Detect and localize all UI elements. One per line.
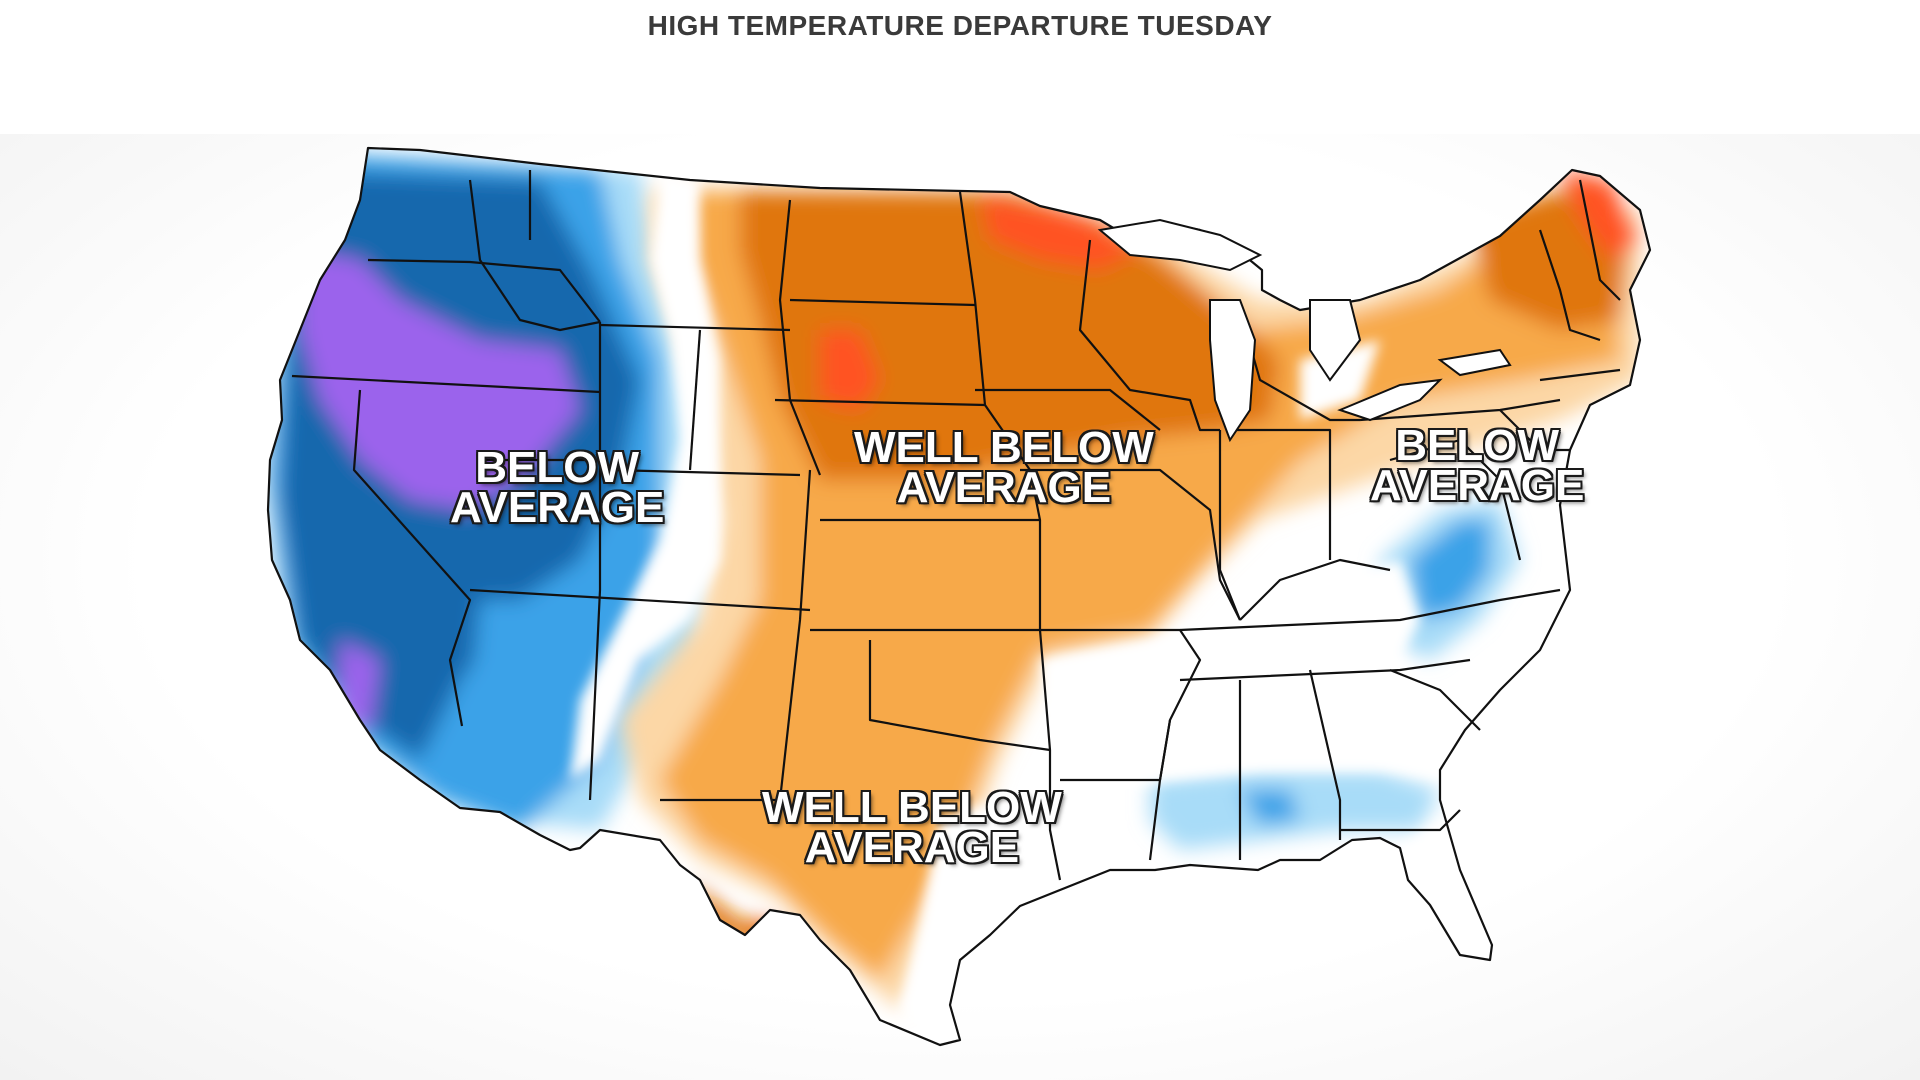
border-ga-sc (1389, 668, 1481, 731)
w-extreme-shade-2 (1560, 170, 1640, 260)
header: HIGH TEMPERATURE DEPARTURE TUESDAY (0, 0, 1920, 134)
label-east-line2: AVERAGE (1370, 461, 1585, 510)
border-co-nm-tx (660, 469, 812, 802)
c-extreme-shade-0 (300, 250, 580, 510)
label-plains-line1: WELL BELOW (854, 423, 1154, 472)
lake-huron (1309, 299, 1362, 382)
border-mt-dakotas-ne (778, 199, 822, 476)
border-wa-or (367, 258, 601, 323)
border-ms-la (1148, 719, 1172, 861)
c-medium-shade-2 (1410, 520, 1490, 620)
border-or-ca-nv (291, 374, 601, 394)
border-dakotas-mn-ia-mo-ar (958, 191, 1062, 881)
label-plains: WELL BELOW AVERAGE (854, 423, 1154, 512)
w-extreme-shade-0 (820, 330, 880, 410)
border-al-ga (1308, 669, 1342, 840)
border-wv-va (1389, 438, 1522, 561)
label-texas: WELL BELOW AVERAGE (762, 783, 1062, 872)
c-medium-shade-1 (470, 600, 560, 720)
border-tn-south (1179, 658, 1471, 682)
lake-superior (1097, 218, 1263, 272)
border-ct-ma (1539, 368, 1621, 382)
border-nv-ut-az (588, 322, 602, 801)
border-mn-wi (1078, 239, 1220, 432)
border-in-oh (1230, 428, 1332, 560)
state-borders (266, 146, 1652, 1047)
border-nd-sd (789, 298, 976, 307)
border-ok-tx (868, 640, 1051, 752)
central-warm-anomaly (620, 170, 1640, 1010)
label-texas-line2: AVERAGE (804, 823, 1020, 872)
border-id-wy-mt (599, 323, 791, 332)
border-ut-co-wy (609, 468, 801, 477)
border-mn-ia (975, 388, 1161, 431)
neutral-corridor (570, 170, 1492, 1045)
label-east-line1: BELOW (1395, 421, 1560, 470)
label-east: BELOW AVERAGE (1370, 421, 1585, 510)
border-ny-vt-nh (1538, 229, 1601, 342)
border-fl-ga (1340, 809, 1461, 832)
w-dark-shade-2 (1070, 260, 1160, 320)
label-west: BELOW AVERAGE (450, 443, 665, 532)
label-texas-line1: WELL BELOW (762, 783, 1062, 832)
border-nh-me (1578, 179, 1621, 301)
border-pa-nj-md (1499, 409, 1570, 452)
w-dark-shade-0 (740, 190, 1280, 480)
lake-erie (1337, 378, 1443, 422)
great-lakes (1097, 218, 1512, 443)
label-plains-line2: AVERAGE (896, 463, 1112, 512)
border-ca-nv (352, 389, 472, 727)
border-ky-in-oh (1239, 558, 1391, 621)
w-extreme-shade-3 (760, 920, 790, 950)
label-west-line1: BELOW (475, 443, 640, 492)
border-tn-ky-va (1179, 588, 1561, 632)
lake-ontario (1437, 348, 1512, 377)
border-sd-ne (774, 398, 986, 407)
border-ut-wy-co (688, 329, 702, 471)
c-medium-shade-3 (1240, 790, 1300, 825)
border-ia-mo-il (1020, 468, 1241, 621)
border-il-in (1218, 430, 1242, 621)
label-west-line2: AVERAGE (450, 483, 665, 532)
border-id-mt (468, 179, 601, 332)
west-cold-anomaly (268, 150, 700, 830)
w-extreme-shade-1 (980, 195, 1140, 270)
border-ut-az-nm (469, 588, 811, 612)
map-title: HIGH TEMPERATURE DEPARTURE TUESDAY (647, 10, 1273, 41)
lake-michigan (1209, 299, 1257, 443)
